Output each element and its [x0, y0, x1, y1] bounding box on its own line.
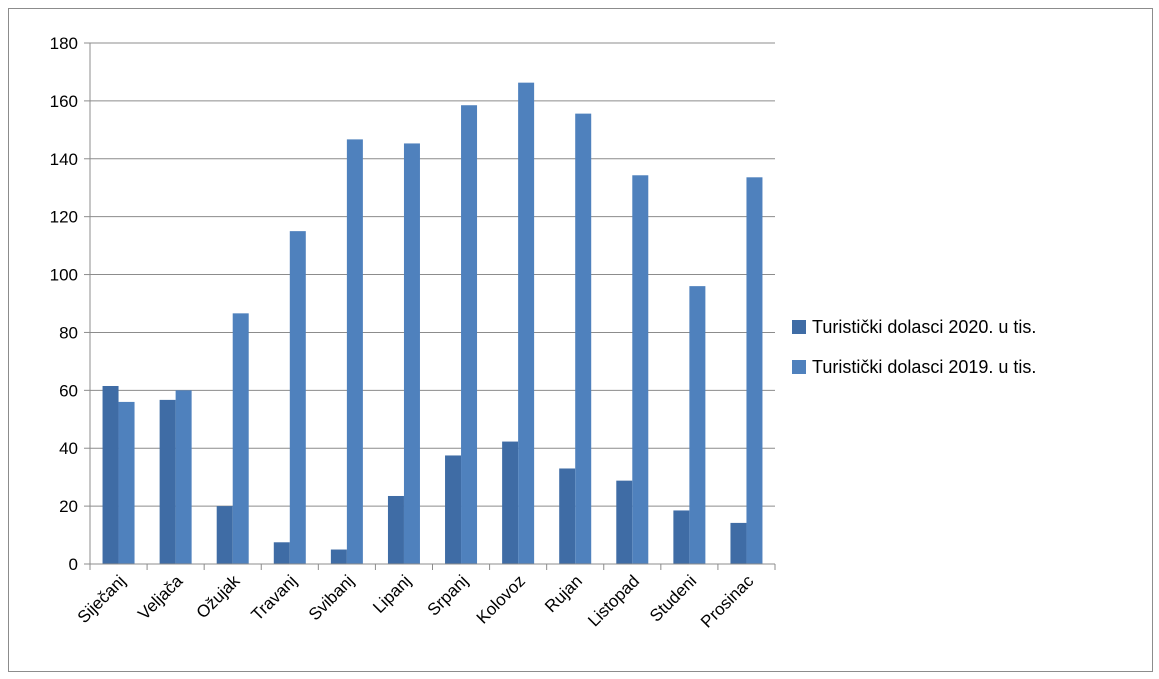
- bar-2019-11: [746, 177, 763, 564]
- axes: [84, 42, 776, 570]
- bar-2019-4: [346, 139, 363, 564]
- legend-label: Turistički dolasci 2020. u tis.: [812, 317, 1036, 337]
- bar-2020-2: [216, 506, 233, 564]
- y-tick-label: 120: [50, 208, 78, 227]
- y-tick-label: 20: [59, 497, 78, 516]
- bar-2020-9: [616, 480, 633, 564]
- legend-swatch: [792, 360, 806, 374]
- y-tick-label: 60: [59, 381, 78, 400]
- x-tick-label: Srpanj: [424, 571, 472, 619]
- y-tick-label: 100: [50, 266, 78, 285]
- x-tick-labels: Siječanj Veljača Ožujak Travanj Svibanj Lipan…: [74, 571, 758, 632]
- bar-2020-0: [102, 385, 119, 564]
- x-tick-label: Lipanj: [369, 571, 415, 617]
- bar-2019-8: [575, 113, 592, 564]
- bar-2020-1: [159, 399, 176, 564]
- legend: Turistički dolasci 2020. u tis. Turističk…: [792, 317, 1036, 377]
- bar-2019-5: [403, 143, 420, 564]
- bar-2020-5: [387, 495, 404, 564]
- y-tick-label: 160: [50, 92, 78, 111]
- bar-2019-7: [518, 82, 535, 564]
- legend-label: Turistički dolasci 2019. u tis.: [812, 357, 1036, 377]
- bar-2020-8: [559, 468, 576, 564]
- legend-swatch: [792, 320, 806, 334]
- bar-2019-10: [689, 286, 706, 564]
- y-tick-labels: 0 20 40 60 80 100 120 140 160 180: [50, 34, 78, 574]
- y-tick-label: 0: [69, 555, 78, 574]
- bar-2020-10: [673, 510, 690, 564]
- x-tick-label: Kolovoz: [473, 571, 529, 627]
- chart-frame: 0 20 40 60 80 100 120 140 160 180 Siječanj Veljača…: [8, 8, 1153, 672]
- bar-chart: 0 20 40 60 80 100 120 140 160 180 Siječanj Veljača…: [50, 34, 1037, 632]
- bar-2019-1: [175, 390, 192, 564]
- x-tick-label: Listopad: [584, 571, 643, 630]
- x-tick-label: Svibanj: [305, 571, 358, 624]
- x-tick-label: Siječanj: [74, 571, 130, 627]
- bar-2020-3: [273, 542, 290, 564]
- y-tick-label: 180: [50, 34, 78, 53]
- bar-2020-11: [730, 522, 747, 564]
- bar-2020-7: [502, 441, 519, 564]
- x-tick-label: Rujan: [541, 571, 586, 616]
- bar-2020-6: [445, 455, 462, 564]
- gridlines: [90, 42, 775, 507]
- x-tick-label: Prosinac: [697, 571, 758, 632]
- bar-2020-4: [330, 549, 347, 564]
- bar-2019-6: [461, 105, 478, 564]
- y-tick-label: 40: [59, 439, 78, 458]
- x-tick-label: Ožujak: [193, 571, 244, 622]
- x-tick-label: Travanj: [248, 571, 301, 624]
- y-tick-label: 140: [50, 150, 78, 169]
- bar-2019-0: [118, 401, 135, 564]
- bar-2019-2: [232, 313, 249, 564]
- bar-2019-9: [632, 175, 649, 564]
- bar-2019-3: [289, 231, 306, 564]
- x-tick-label: Veljača: [134, 571, 187, 624]
- x-tick-label: Studeni: [646, 571, 700, 625]
- y-tick-label: 80: [59, 323, 78, 342]
- bars: [102, 82, 763, 564]
